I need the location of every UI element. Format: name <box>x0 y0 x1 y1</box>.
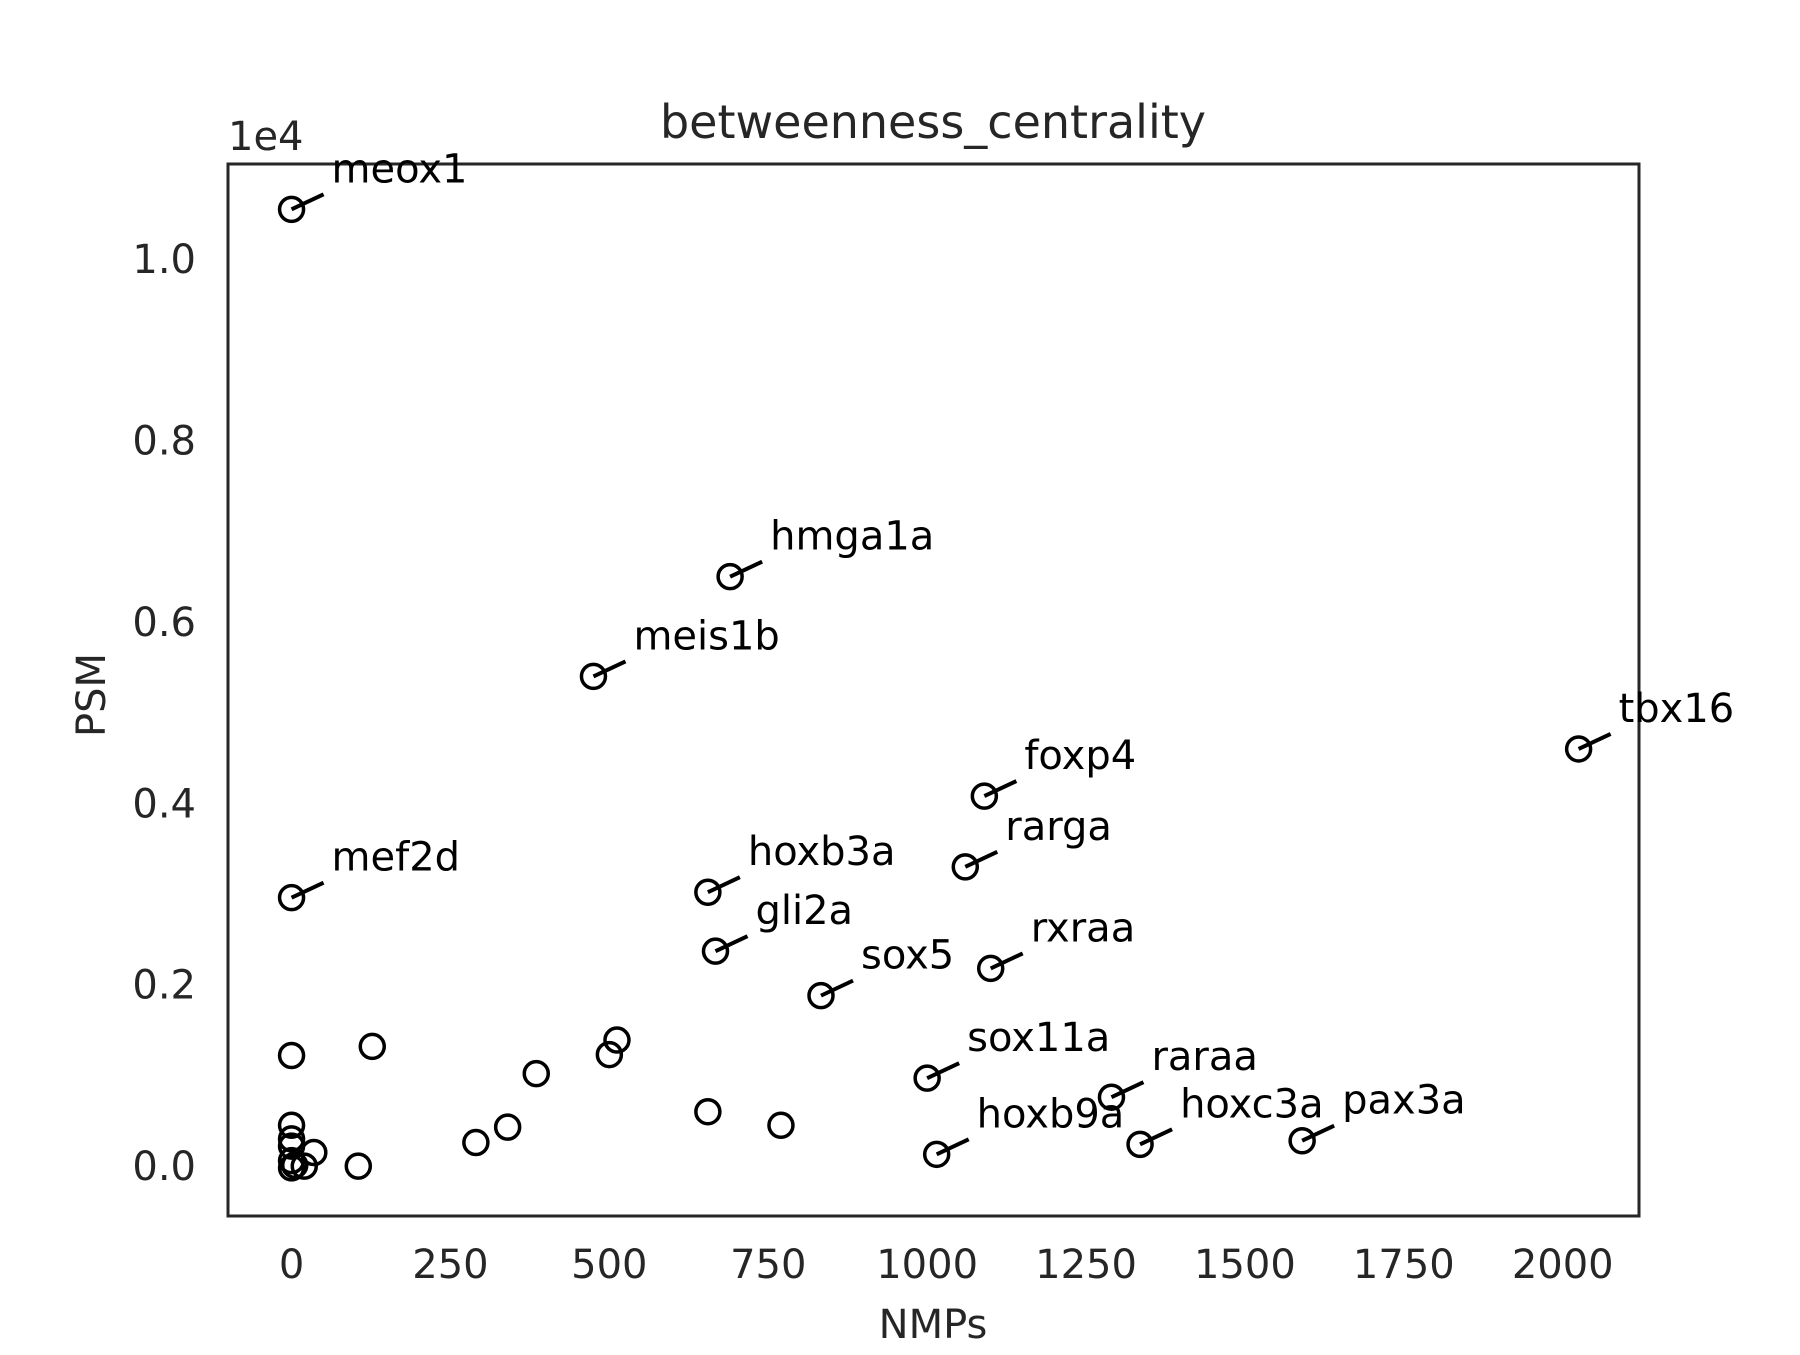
data-point <box>462 1128 490 1157</box>
label-leader-line <box>1577 732 1612 751</box>
x-tick-label: 1250 <box>1035 1242 1137 1288</box>
data-point <box>603 1026 631 1054</box>
x-tick-label: 1000 <box>876 1242 978 1288</box>
data-point <box>277 1125 306 1153</box>
x-axis: 0 250 500 750 1000 1250 1500 1750 2000 <box>279 1242 1614 1288</box>
label-leader-line <box>290 192 325 212</box>
label-leader-line <box>1139 1127 1173 1147</box>
data-point-hoxb3a <box>694 878 722 906</box>
label-leader-line <box>707 875 741 895</box>
data-point-hoxb9a <box>922 1140 951 1169</box>
point-label-sox11a: sox11a <box>967 1015 1110 1061</box>
data-point <box>358 1032 387 1061</box>
data-point-rarga <box>951 853 980 881</box>
point-label-hoxb3a: hoxb3a <box>748 829 896 875</box>
x-tick-label: 250 <box>412 1242 488 1288</box>
point-label-gli2a: gli2a <box>755 888 853 934</box>
y-tick-label: 0.0 <box>132 1144 196 1190</box>
point-label-rarga: rarga <box>1005 804 1112 850</box>
data-point-meox1 <box>277 195 306 224</box>
data-point <box>522 1059 551 1088</box>
data-point-rxraa <box>976 954 1005 983</box>
data-point <box>280 1151 309 1179</box>
point-label-mef2d: mef2d <box>332 835 461 881</box>
data-point <box>277 1111 306 1140</box>
data-point <box>694 1097 722 1126</box>
label-leader-line <box>729 559 763 579</box>
label-leader-line <box>935 1137 970 1157</box>
data-point-sox5 <box>807 981 835 1010</box>
point-label-foxp4: foxp4 <box>1024 733 1136 779</box>
data-point-meis1b <box>579 662 608 691</box>
x-tick-label: 2000 <box>1512 1242 1614 1288</box>
point-label-sox5: sox5 <box>861 933 954 979</box>
label-leader-line <box>1110 1080 1145 1100</box>
label-leader-line <box>1301 1123 1335 1143</box>
label-leader-line <box>964 850 999 869</box>
point-label-raraa: raraa <box>1151 1034 1257 1080</box>
label-leader-line <box>290 880 325 900</box>
data-point-hmga1a <box>716 562 744 591</box>
point-label-meis1b: meis1b <box>633 613 779 659</box>
x-tick-label: 1750 <box>1353 1242 1455 1288</box>
y-tick-label: 0.4 <box>132 781 196 827</box>
x-axis-label: NMPs <box>879 1302 988 1348</box>
y-axis-label: PSM <box>69 653 115 737</box>
data-point-foxp4 <box>970 782 999 810</box>
y-tick-label: 0.8 <box>132 419 196 465</box>
label-leader-line <box>926 1061 960 1080</box>
data-point <box>277 1154 306 1182</box>
data-point <box>595 1040 624 1069</box>
data-point-tbx16 <box>1564 735 1593 763</box>
label-leader-line <box>714 934 749 953</box>
y-axis: 0.0 0.2 0.4 0.6 0.8 1.0 <box>132 237 196 1190</box>
chart-title: betweenness_centrality <box>660 95 1206 149</box>
label-leader-line <box>989 951 1024 971</box>
point-label-meox1: meox1 <box>332 146 468 192</box>
data-point-hoxc3a <box>1126 1130 1154 1159</box>
point-label-pax3a: pax3a <box>1342 1078 1466 1124</box>
data-point <box>290 1152 319 1180</box>
x-tick-label: 1500 <box>1194 1242 1296 1288</box>
data-point <box>767 1111 795 1140</box>
y-tick-label: 0.6 <box>132 600 196 646</box>
y-axis-offset-text: 1e4 <box>228 114 304 160</box>
data-point-gli2a <box>701 937 730 965</box>
data-point <box>493 1113 522 1141</box>
data-point-sox11a <box>913 1064 941 1092</box>
data-point-pax3a <box>1288 1126 1316 1155</box>
label-leader-line <box>592 659 627 679</box>
label-leader-line <box>983 779 1018 798</box>
data-point <box>277 1146 306 1175</box>
point-label-hoxc3a: hoxc3a <box>1180 1081 1324 1127</box>
y-tick-label: 0.2 <box>132 963 196 1009</box>
x-tick-label: 750 <box>730 1242 806 1288</box>
data-point-mef2d <box>277 883 306 912</box>
data-point-raraa <box>1097 1083 1126 1111</box>
y-tick-label: 1.0 <box>132 237 196 283</box>
point-label-rxraa: rxraa <box>1031 905 1136 951</box>
plot-area <box>226 162 1641 1218</box>
x-tick-label: 0 <box>279 1242 304 1288</box>
point-label-tbx16: tbx16 <box>1619 686 1735 732</box>
point-label-hmga1a: hmga1a <box>770 514 934 560</box>
data-point <box>344 1152 373 1180</box>
data-point <box>277 1041 306 1070</box>
data-points: meox1 hmga1a meis1b tbx16 foxp4 rarga mef2d hox… <box>277 146 1735 1182</box>
label-leader-line <box>820 978 854 998</box>
x-tick-label: 500 <box>571 1242 647 1288</box>
point-label-hoxb9a: hoxb9a <box>977 1091 1125 1137</box>
